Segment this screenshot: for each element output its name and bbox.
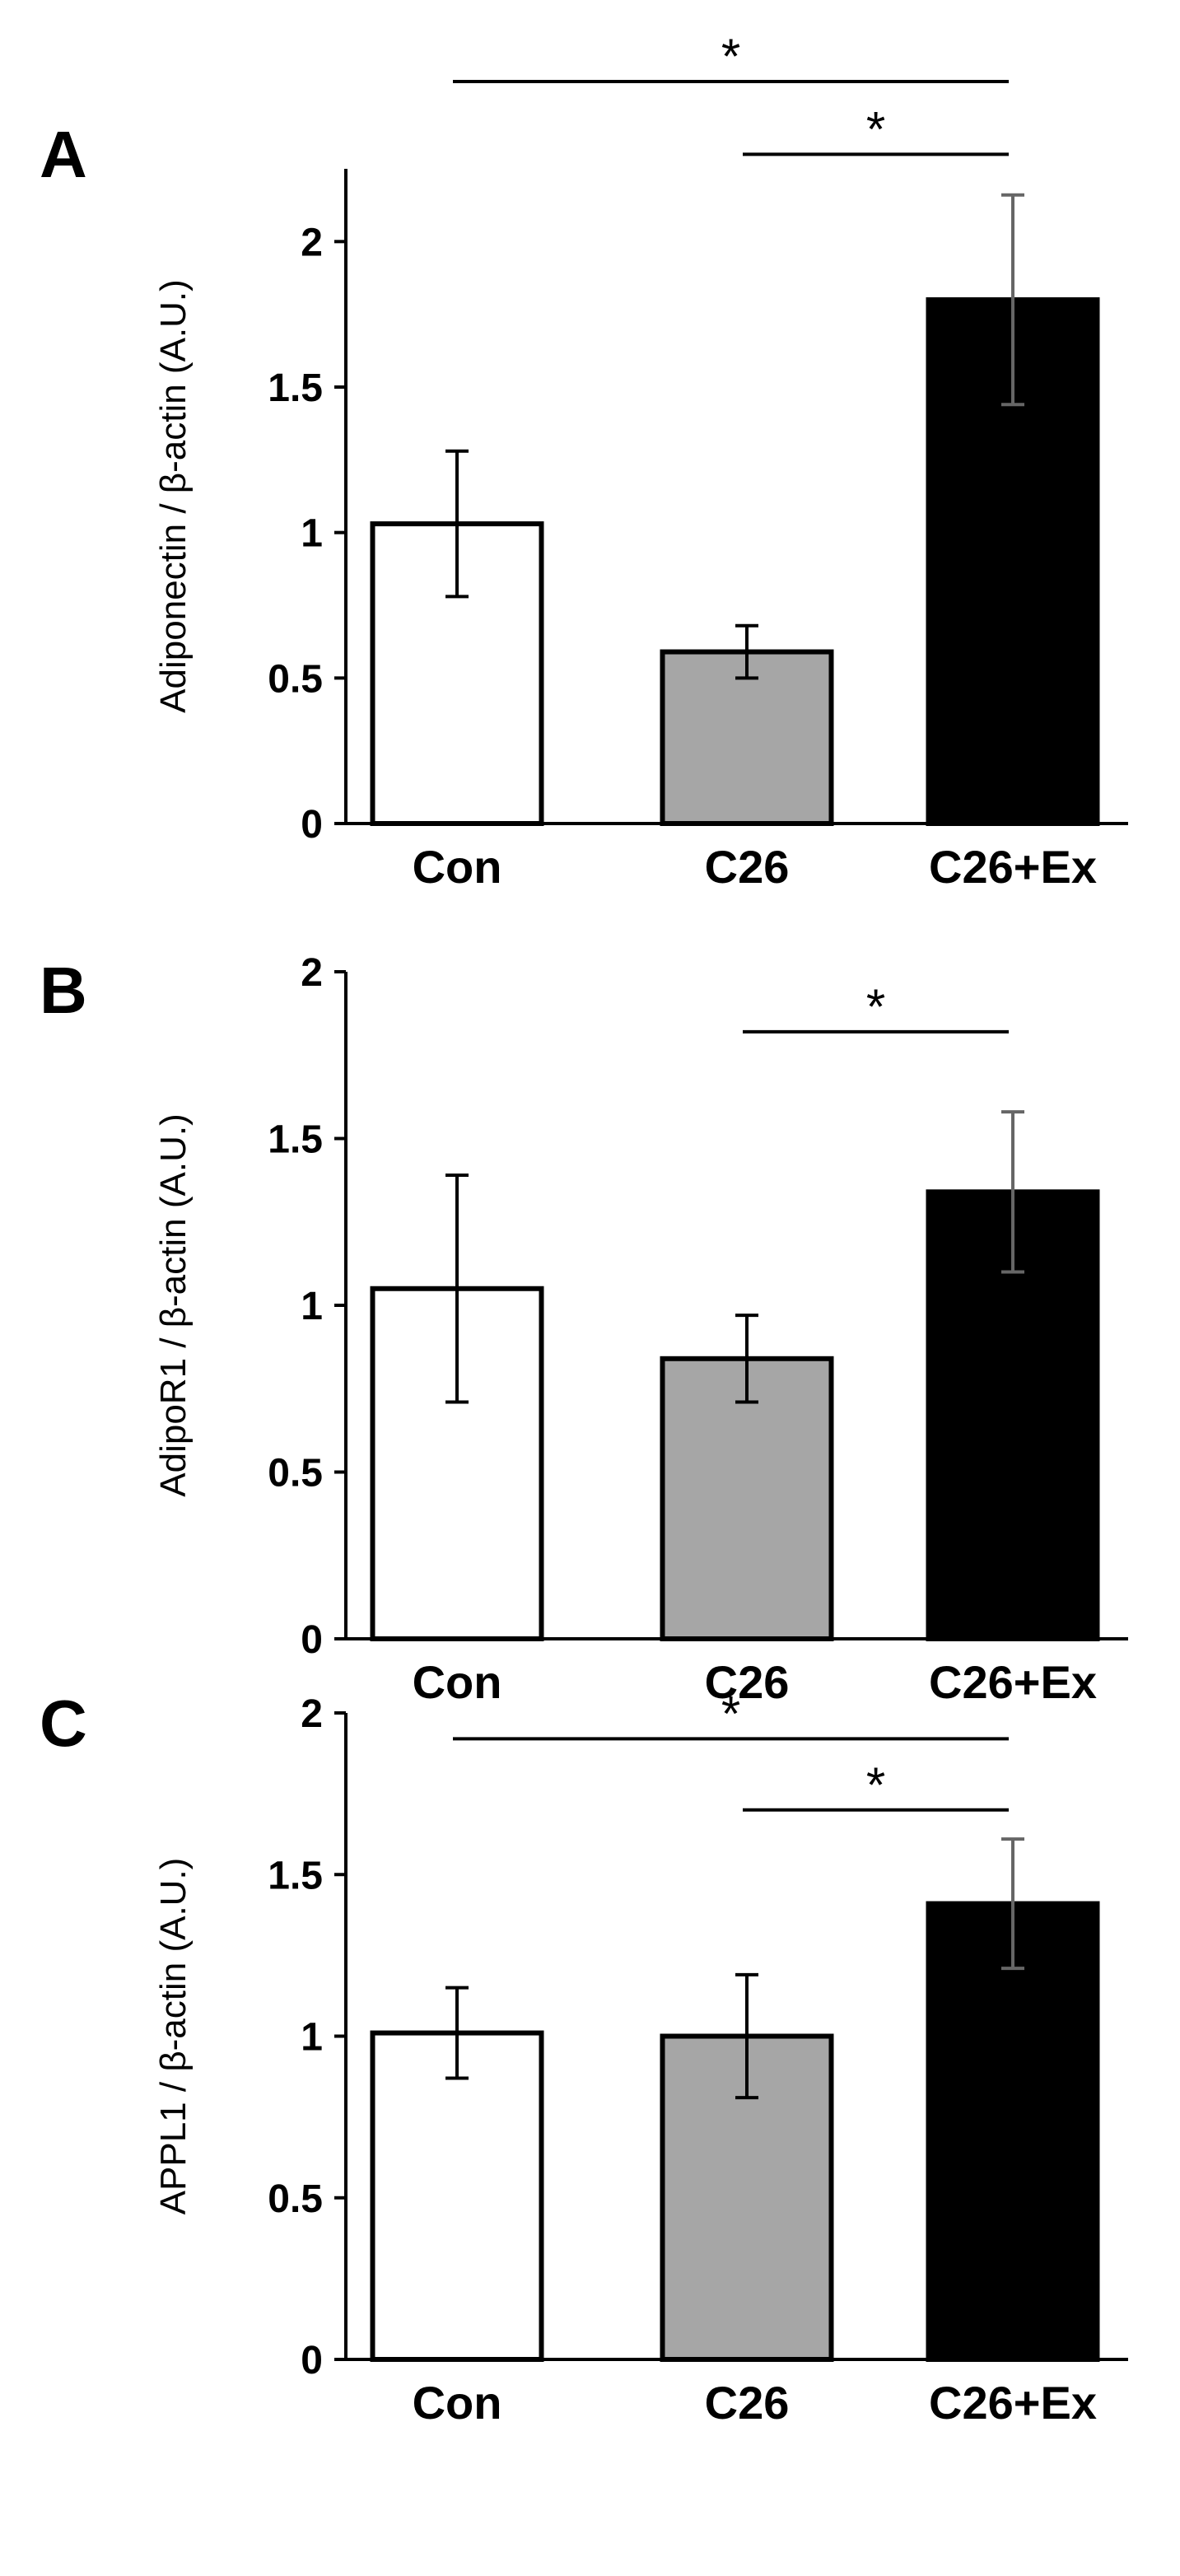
y-tick-label: 1 (301, 512, 323, 556)
y-tick-label: 1 (301, 2016, 323, 2060)
x-category-label: C26 (705, 2377, 790, 2429)
y-tick-label: 1.5 (268, 1854, 323, 1897)
y-tick-label: 0.5 (268, 657, 323, 701)
y-tick-label: 0 (301, 803, 323, 847)
x-category-label: C26+Ex (929, 1656, 1097, 1708)
y-tick-label: 0.5 (268, 2177, 323, 2221)
x-category-label: C26 (705, 841, 790, 893)
significance-star: * (721, 29, 740, 84)
significance-star: * (721, 1686, 740, 1741)
y-tick-label: 0.5 (268, 1452, 323, 1496)
x-category-label: C26+Ex (929, 841, 1097, 893)
y-tick-label: 0 (301, 1618, 323, 1662)
y-tick-label: 0 (301, 2339, 323, 2382)
y-axis-label: Adiponectin / β-actin (A.U.) (153, 279, 194, 713)
y-tick-label: 2 (301, 1692, 323, 1736)
x-category-label: Con (413, 841, 502, 893)
x-category-label: Con (413, 2377, 502, 2429)
y-tick-label: 1.5 (268, 366, 323, 410)
y-tick-label: 1 (301, 1285, 323, 1328)
y-tick-label: 2 (301, 221, 323, 264)
bar-c26-ex (926, 1901, 1100, 2362)
panel-label: A (40, 118, 87, 191)
y-tick-label: 1.5 (268, 1118, 323, 1162)
bar-con (370, 2030, 544, 2362)
y-axis-label: AdipoR1 / β-actin (A.U.) (153, 1113, 194, 1496)
y-tick-label: 2 (301, 951, 323, 995)
significance-star: * (866, 101, 885, 156)
x-category-label: C26 (705, 1656, 790, 1708)
significance-star: * (866, 1757, 885, 1813)
significance-star: * (866, 979, 885, 1034)
panel-label: C (40, 1687, 87, 1760)
x-category-label: C26+Ex (929, 2377, 1097, 2429)
y-axis-label: APPL1 / β-actin (A.U.) (153, 1858, 194, 2215)
panel-label: B (40, 954, 87, 1027)
bar-c26 (660, 1356, 834, 1642)
x-category-label: Con (413, 1656, 502, 1708)
